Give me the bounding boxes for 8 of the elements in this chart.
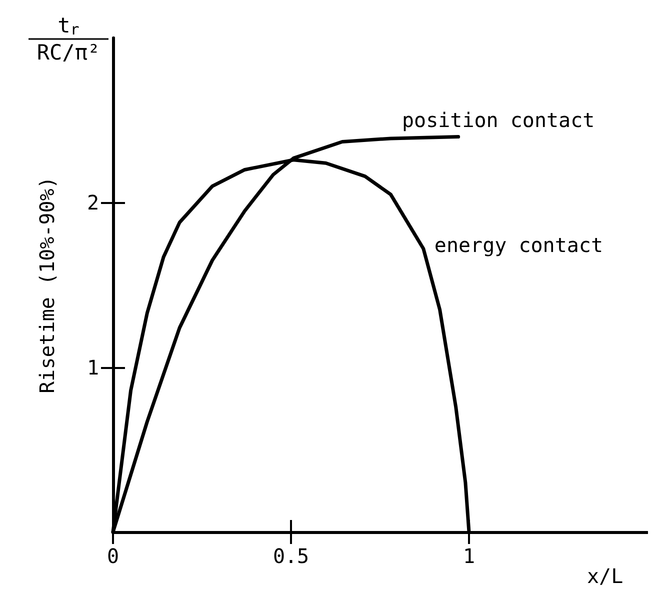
x-tick-label: 0.5 [272,544,310,568]
x-tick-label: 1 [462,544,476,568]
y-axis-title: Risetime (10%-90%) [35,176,59,394]
series-label: position contact [402,108,595,132]
x-axis-title: x/L [587,564,624,588]
series-label: energy contact [434,232,604,257]
y-tick-label: 2 [86,190,99,215]
x-tick-label: 0 [106,544,120,568]
